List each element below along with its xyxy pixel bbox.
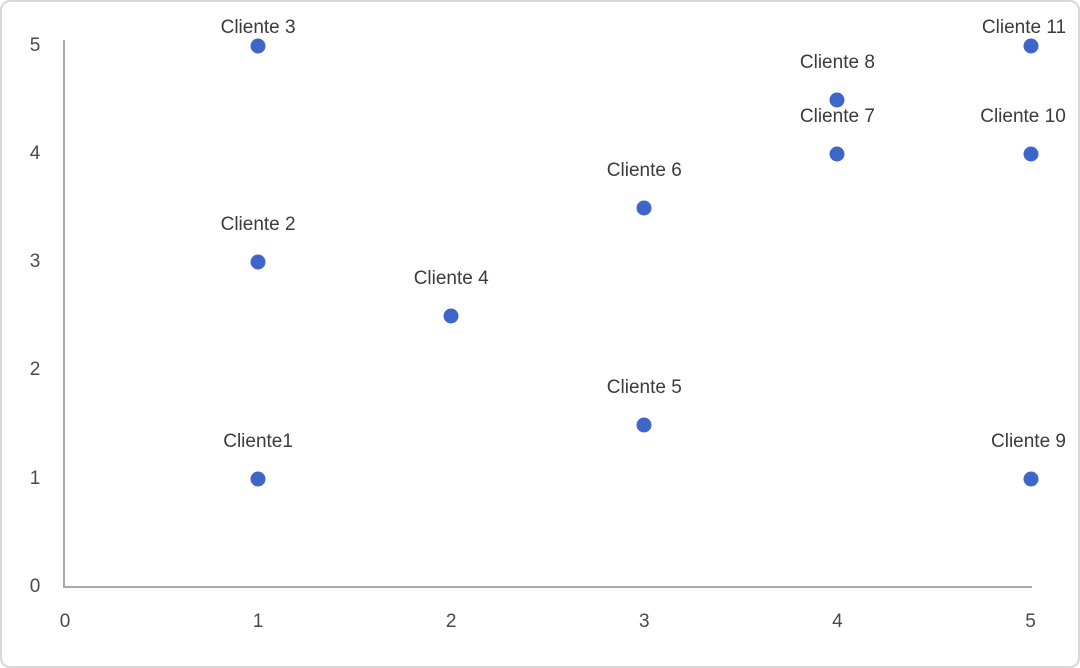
data-point-label: Cliente 10 [980,105,1066,127]
y-tick-label: 2 [29,359,41,381]
data-point-label: Cliente 6 [606,159,682,181]
data-point [829,146,845,162]
x-tick-label: 3 [639,611,650,632]
data-point-label: Cliente 3 [220,17,296,38]
x-axis-line [63,586,1032,588]
x-tick-label: 0 [59,611,71,632]
data-point [250,471,266,487]
data-point [636,417,652,433]
y-axis-line [63,40,65,588]
x-tick-label: 4 [832,611,843,632]
data-point [443,308,459,324]
x-tick-label: 2 [445,611,457,632]
data-point-label: Cliente 2 [220,214,296,236]
data-point [1023,38,1038,53]
data-point-label: Cliente 7 [799,105,875,127]
data-point-label: Cliente1 [223,430,293,452]
data-point-label: Cliente 4 [413,268,489,290]
y-tick-label: 3 [29,251,41,273]
data-point [1023,471,1038,487]
y-tick-label: 1 [29,467,41,489]
data-point [636,200,652,216]
y-tick-label: 5 [29,34,41,56]
data-point [250,38,266,53]
data-point [829,92,845,108]
data-point-label: Cliente 11 [981,17,1067,38]
y-tick-label: 0 [29,576,41,597]
data-point-label: Cliente 8 [799,51,875,73]
data-point-label: Cliente 5 [606,376,682,398]
data-point [1023,146,1038,162]
data-point [250,254,266,270]
y-tick-label: 4 [29,142,41,164]
data-point-label: Cliente 9 [991,430,1066,452]
x-tick-label: 5 [1025,611,1036,632]
x-tick-label: 1 [252,611,264,632]
